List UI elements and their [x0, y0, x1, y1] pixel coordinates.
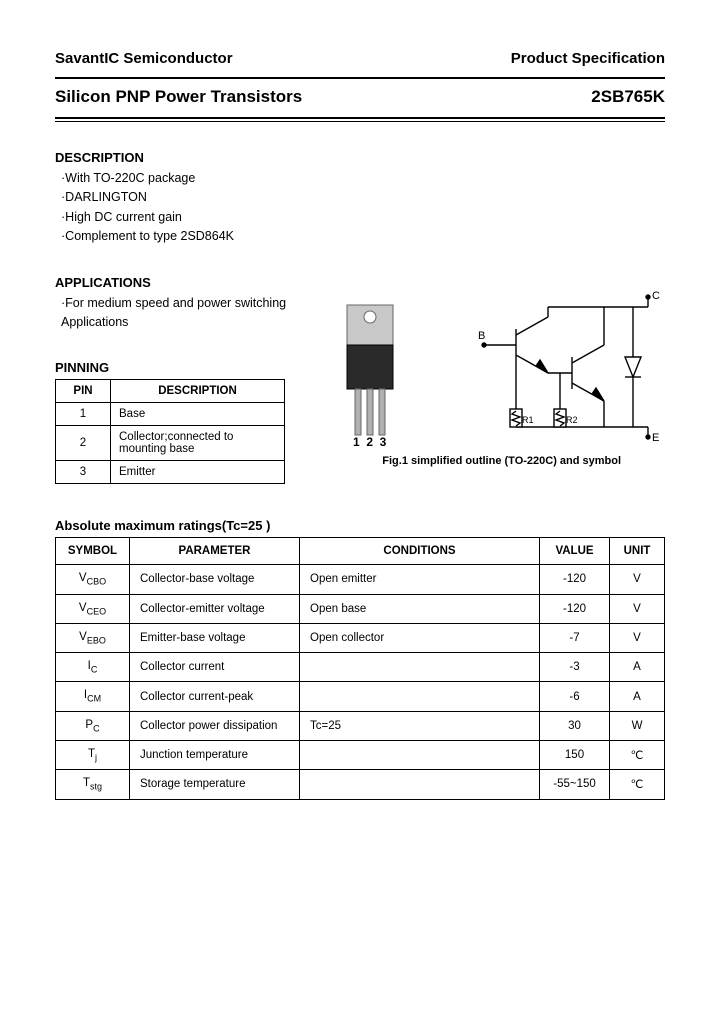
cell-parameter: Collector current-peak [130, 682, 300, 711]
title-row: Silicon PNP Power Transistors 2SB765K [55, 81, 665, 113]
cell-value: -6 [540, 682, 610, 711]
table-row: VCBOCollector-base voltageOpen emitter-1… [56, 565, 665, 594]
title-rule-1 [55, 117, 665, 119]
table-row: TstgStorage temperature -55~150℃ [56, 770, 665, 799]
cell-parameter: Collector-emitter voltage [130, 594, 300, 623]
col-symbol: SYMBOL [56, 538, 130, 565]
cell-parameter: Emitter-base voltage [130, 623, 300, 652]
pin-desc: Emitter [111, 461, 285, 484]
package-outline-icon [335, 297, 405, 447]
applications-item: Applications [61, 313, 305, 332]
cell-conditions: Tc=25 [300, 711, 540, 740]
pinning-table: PIN DESCRIPTION 1 Base 2 Collector;conne… [55, 379, 285, 484]
table-header-row: PIN DESCRIPTION [56, 380, 285, 403]
description-heading: DESCRIPTION [55, 150, 665, 165]
description-item: ·DARLINGTON [61, 188, 665, 207]
terminal-c: C [652, 290, 660, 302]
pin-desc: Base [111, 403, 285, 426]
terminal-e: E [652, 432, 659, 444]
cell-unit: A [610, 682, 665, 711]
title-rule-2 [55, 121, 665, 122]
table-row: 3 Emitter [56, 461, 285, 484]
part-number: 2SB765K [591, 87, 665, 107]
cell-value: -55~150 [540, 770, 610, 799]
pin-number: 2 [56, 426, 111, 461]
description-item: ·With TO-220C package [61, 169, 665, 188]
applications-heading: APPLICATIONS [55, 275, 305, 290]
cell-symbol: IC [56, 653, 130, 682]
cell-parameter: Collector-base voltage [130, 565, 300, 594]
terminal-b: B [478, 330, 485, 342]
ratings-heading: Absolute maximum ratings(Tc=25 ) [55, 518, 665, 533]
cell-conditions [300, 653, 540, 682]
cell-conditions [300, 682, 540, 711]
cell-parameter: Junction temperature [130, 741, 300, 770]
product-family: Silicon PNP Power Transistors [55, 87, 302, 107]
circuit-symbol-icon: B C E R1 R2 [478, 287, 668, 447]
cell-unit: V [610, 623, 665, 652]
cell-parameter: Collector current [130, 653, 300, 682]
cell-parameter: Storage temperature [130, 770, 300, 799]
col-conditions: CONDITIONS [300, 538, 540, 565]
description-list: ·With TO-220C package ·DARLINGTON ·High … [55, 169, 665, 247]
doc-type: Product Specification [511, 50, 665, 67]
cell-parameter: Collector power dissipation [130, 711, 300, 740]
cell-symbol: Tstg [56, 770, 130, 799]
cell-unit: V [610, 565, 665, 594]
cell-symbol: PC [56, 711, 130, 740]
cell-conditions: Open emitter [300, 565, 540, 594]
description-item: ·High DC current gain [61, 208, 665, 227]
table-row: TjJunction temperature 150℃ [56, 741, 665, 770]
applications-item: ·For medium speed and power switching [61, 294, 305, 313]
cell-value: 150 [540, 741, 610, 770]
table-row: VEBOEmitter-base voltageOpen collector-7… [56, 623, 665, 652]
cell-value: -120 [540, 594, 610, 623]
description-item: ·Complement to type 2SD864K [61, 227, 665, 246]
cell-unit: W [610, 711, 665, 740]
col-parameter: PARAMETER [130, 538, 300, 565]
table-row: ICCollector current -3A [56, 653, 665, 682]
cell-unit: V [610, 594, 665, 623]
ratings-table: SYMBOL PARAMETER CONDITIONS VALUE UNIT V… [55, 537, 665, 799]
pinning-heading: PINNING [55, 360, 305, 375]
table-row: 1 Base [56, 403, 285, 426]
pin-number: 1 [56, 403, 111, 426]
cell-conditions: Open collector [300, 623, 540, 652]
cell-value: 30 [540, 711, 610, 740]
col-value: VALUE [540, 538, 610, 565]
cell-unit: ℃ [610, 770, 665, 799]
applications-list: ·For medium speed and power switching Ap… [55, 294, 305, 333]
resistor-r2: R2 [566, 415, 578, 425]
cell-symbol: VCBO [56, 565, 130, 594]
cell-conditions [300, 741, 540, 770]
table-row: PCCollector power dissipationTc=25 30W [56, 711, 665, 740]
cell-value: -7 [540, 623, 610, 652]
pin-label-row: 1 2 3 [353, 435, 386, 449]
pin-desc: Collector;connected to mounting base [111, 426, 285, 461]
header-rule [55, 77, 665, 79]
cell-value: -3 [540, 653, 610, 682]
col-pin: PIN [56, 380, 111, 403]
cell-symbol: Tj [56, 741, 130, 770]
figure-caption: Fig.1 simplified outline (TO-220C) and s… [335, 455, 668, 467]
col-desc: DESCRIPTION [111, 380, 285, 403]
table-header-row: SYMBOL PARAMETER CONDITIONS VALUE UNIT [56, 538, 665, 565]
cell-symbol: VEBO [56, 623, 130, 652]
table-row: 2 Collector;connected to mounting base [56, 426, 285, 461]
pin-number: 3 [56, 461, 111, 484]
cell-symbol: VCEO [56, 594, 130, 623]
table-row: VCEOCollector-emitter voltageOpen base-1… [56, 594, 665, 623]
resistor-r1: R1 [522, 415, 534, 425]
cell-conditions [300, 770, 540, 799]
cell-conditions: Open base [300, 594, 540, 623]
company-name: SavantIC Semiconductor [55, 50, 233, 67]
table-row: ICMCollector current-peak -6A [56, 682, 665, 711]
cell-unit: ℃ [610, 741, 665, 770]
cell-value: -120 [540, 565, 610, 594]
col-unit: UNIT [610, 538, 665, 565]
page-header: SavantIC Semiconductor Product Specifica… [55, 50, 665, 67]
cell-symbol: ICM [56, 682, 130, 711]
cell-unit: A [610, 653, 665, 682]
